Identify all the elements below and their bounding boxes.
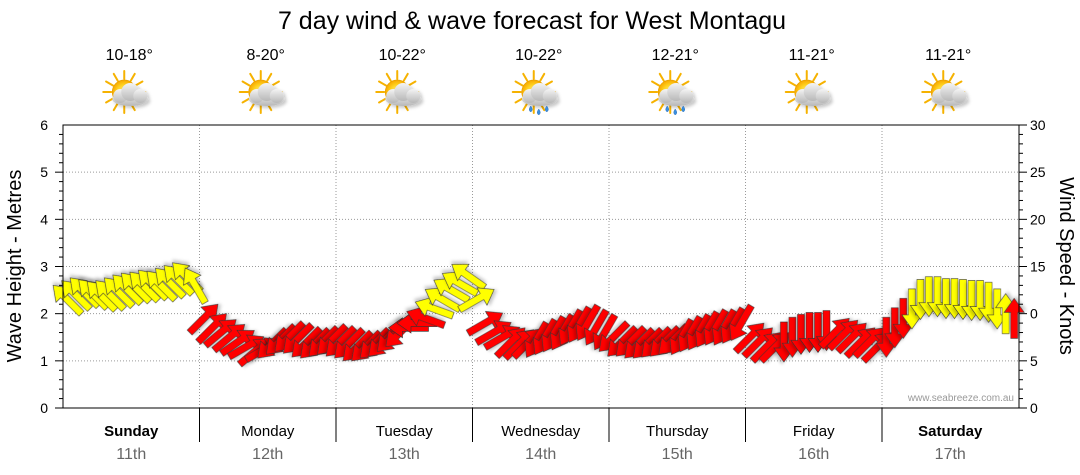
wind-arrow bbox=[129, 271, 162, 304]
wind-arrow bbox=[103, 277, 136, 310]
day-name-label: Thursday bbox=[646, 423, 709, 440]
left-axis: 0 1 2 3 4 5 6 bbox=[40, 117, 63, 416]
day-date-label: 13th bbox=[389, 446, 420, 463]
wind-arrow bbox=[146, 270, 179, 303]
sun-cloud-icon bbox=[784, 70, 831, 114]
sun-cloud-rain-icon bbox=[648, 70, 695, 116]
right-tick-label: 25 bbox=[1030, 164, 1046, 180]
right-tick-label: 0 bbox=[1030, 400, 1038, 416]
wind-arrow bbox=[901, 288, 923, 330]
wind-arrow bbox=[414, 297, 455, 320]
wind-arrow bbox=[186, 303, 219, 336]
sun-cloud-icon bbox=[921, 70, 968, 114]
day-temp-label: 8-20° bbox=[247, 47, 285, 64]
wind-arrow bbox=[163, 265, 196, 297]
left-tick-label: 3 bbox=[40, 259, 48, 275]
left-tick-label: 4 bbox=[40, 211, 48, 227]
credit: www.seabreeze.com.au bbox=[907, 393, 1014, 404]
sun-cloud-rain-icon bbox=[511, 70, 558, 116]
wind-arrow bbox=[61, 280, 93, 312]
day-temp-label: 10-18° bbox=[106, 47, 153, 64]
right-tick-label: 5 bbox=[1030, 353, 1038, 369]
wind-arrows bbox=[52, 262, 1025, 368]
left-tick-label: 1 bbox=[40, 353, 48, 369]
day-name-label: Monday bbox=[241, 423, 295, 440]
day-temp-label: 10-22° bbox=[515, 47, 562, 64]
sun-cloud-icon bbox=[238, 70, 285, 114]
left-tick-label: 0 bbox=[40, 400, 48, 416]
wind-arrow bbox=[729, 303, 755, 341]
day-date-label: 14th bbox=[525, 446, 556, 463]
left-axis-title: Wave Height - Metres bbox=[4, 170, 26, 363]
wind-arrow bbox=[875, 316, 897, 358]
plot-border bbox=[62, 124, 1020, 409]
wind-arrow bbox=[406, 306, 446, 329]
wind-arrow bbox=[183, 267, 209, 305]
day-temp-label: 11-21° bbox=[925, 47, 971, 64]
day-labels: Sunday 11th Monday 12th Tuesday 13th Wednesday… bbox=[104, 423, 983, 463]
right-tick-label: 0 bbox=[1030, 306, 1038, 322]
wind-arrow bbox=[52, 284, 85, 317]
day-date-label: 15th bbox=[662, 446, 693, 463]
left-tick-label: 2 bbox=[40, 306, 48, 322]
wind-arrow bbox=[451, 263, 488, 291]
right-axis: 0 5 0 15 20 25 30 bbox=[1019, 117, 1046, 416]
day-temp-label: 10-22° bbox=[379, 47, 426, 64]
day-temp-label: 11-21° bbox=[789, 47, 835, 64]
day-name-label: Friday bbox=[793, 423, 835, 440]
wind-arrow bbox=[441, 271, 480, 297]
wind-arrow bbox=[424, 287, 463, 313]
wind-arrow bbox=[95, 280, 127, 312]
weather-row: 10-18° 8-20° 10-22° 10-22° 12-21° 11-21° 11-21… bbox=[102, 47, 971, 116]
day-name-label: Saturday bbox=[918, 423, 983, 440]
right-tick-label: 20 bbox=[1030, 211, 1046, 227]
right-axis-title: Wind Speed - Knots bbox=[1055, 177, 1077, 355]
wind-arrow bbox=[892, 298, 914, 339]
sun-cloud-icon bbox=[102, 70, 149, 114]
day-temp-label: 12-21° bbox=[652, 47, 699, 64]
wind-arrow bbox=[884, 307, 906, 349]
day-date-label: 17th bbox=[935, 446, 966, 463]
wind-arrow bbox=[457, 287, 495, 313]
chart-grid bbox=[63, 125, 1019, 442]
sun-cloud-icon bbox=[375, 70, 422, 114]
day-date-label: 11th bbox=[116, 446, 146, 463]
right-tick-label: 30 bbox=[1030, 117, 1046, 133]
wind-arrow bbox=[465, 311, 504, 337]
wind-arrow bbox=[433, 278, 471, 304]
chart-title: 7 day wind & wave forecast for West Mont… bbox=[278, 7, 786, 35]
wind-arrow bbox=[155, 267, 187, 300]
right-tick-label: 15 bbox=[1030, 259, 1046, 275]
day-name-label: Sunday bbox=[104, 423, 159, 440]
day-date-label: 16th bbox=[798, 446, 829, 463]
day-name-label: Tuesday bbox=[376, 423, 433, 440]
left-tick-label: 5 bbox=[40, 164, 48, 180]
day-name-label: Wednesday bbox=[501, 423, 580, 440]
left-tick-label: 6 bbox=[40, 117, 48, 133]
day-date-label: 12th bbox=[252, 446, 283, 463]
